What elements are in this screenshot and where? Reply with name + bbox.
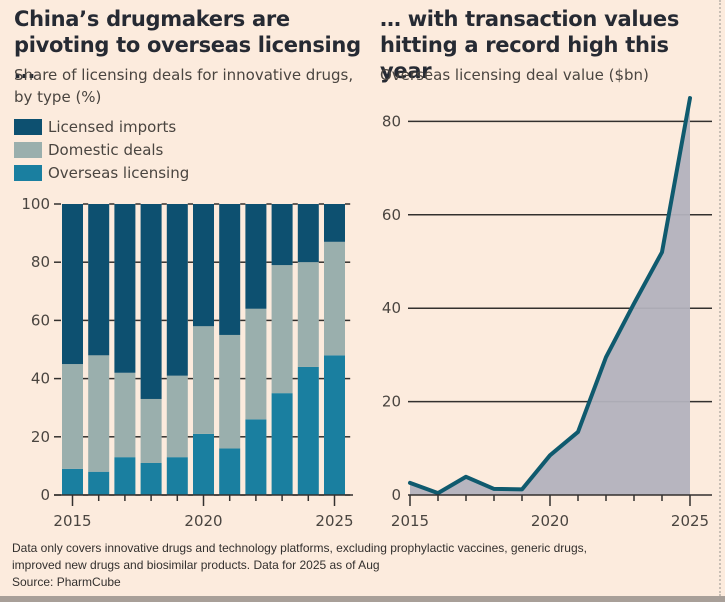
bar-domestic-deals	[245, 308, 267, 420]
line-chart: 0 20 40 60 80 2015 2020 2025	[382, 96, 712, 530]
bar-domestic-deals	[193, 326, 214, 434]
x-tick-label: 2025	[315, 512, 353, 530]
line-chart-subtitle: Overseas licensing deal value ($bn)	[380, 66, 649, 84]
bar-overseas-licensing	[219, 448, 241, 495]
bar-overseas-licensing	[88, 471, 110, 495]
legend-item-domestic-deals: Domestic deals	[14, 138, 189, 161]
bar-domestic-deals	[324, 241, 345, 356]
x-tick-label: 2025	[671, 512, 709, 530]
y-tick-label: 20	[382, 393, 401, 411]
bar-domestic-deals	[140, 398, 162, 463]
legend-label: Domestic deals	[48, 140, 164, 159]
bar-licensed-imports	[219, 204, 241, 335]
y-tick-label: 20	[31, 428, 50, 446]
legend-swatch-overseas-licensing	[14, 164, 42, 181]
legend-item-overseas-licensing: Overseas licensing	[14, 161, 189, 184]
y-tick-label: 40	[382, 299, 401, 317]
y-tick-label: 100	[21, 195, 50, 213]
bar-overseas-licensing	[62, 468, 83, 495]
line-chart-title: … with transaction values hitting a reco…	[380, 7, 680, 83]
x-tick-label: 2015	[391, 512, 429, 530]
footnote-line-2: improved new drugs and biosimilar produc…	[12, 558, 380, 572]
legend-swatch-domestic-deals	[14, 141, 42, 158]
bar-domestic-deals	[62, 364, 83, 469]
bar-chart-subtitle: Share of licensing deals for innovative …	[14, 66, 354, 106]
x-tick-label: 2020	[184, 512, 222, 530]
bar-domestic-deals	[114, 372, 136, 458]
bar-domestic-deals	[271, 265, 293, 394]
bar-licensed-imports	[88, 204, 110, 356]
x-tick-label: 2015	[53, 512, 91, 530]
bar-licensed-imports	[140, 204, 162, 399]
y-tick-label: 80	[31, 253, 50, 271]
bar-chart-legend: Licensed imports Domestic deals Overseas…	[14, 115, 189, 184]
footnote: Data only covers innovative drugs and te…	[12, 540, 722, 591]
footnote-line-1: Data only covers innovative drugs and te…	[12, 541, 587, 555]
legend-label: Overseas licensing	[48, 163, 190, 182]
bar-overseas-licensing	[114, 457, 136, 495]
bar-licensed-imports	[297, 204, 319, 263]
bar-overseas-licensing	[271, 393, 293, 495]
bar-domestic-deals	[219, 334, 241, 449]
bar-licensed-imports	[271, 204, 293, 266]
y-tick-label: 80	[382, 112, 401, 130]
right-border	[719, 0, 721, 596]
bar-overseas-licensing	[297, 366, 319, 495]
source-label: Source: PharmCube	[12, 575, 121, 589]
bar-chart: 0 20 40 60 80 100 2015 2020 2025	[21, 195, 353, 530]
legend-label: Licensed imports	[48, 117, 177, 136]
bar-overseas-licensing	[140, 462, 162, 495]
bar-domestic-deals	[297, 262, 319, 367]
bar-domestic-deals	[166, 375, 188, 458]
bottom-bar	[0, 596, 725, 602]
bar-licensed-imports	[62, 204, 83, 365]
y-tick-label: 60	[31, 311, 50, 329]
legend-item-licensed-imports: Licensed imports	[14, 115, 189, 138]
bar-overseas-licensing	[166, 457, 188, 495]
bar-licensed-imports	[166, 204, 188, 376]
bar-licensed-imports	[245, 204, 267, 309]
x-tick-label: 2020	[531, 512, 569, 530]
y-tick-label: 60	[382, 206, 401, 224]
bar-overseas-licensing	[193, 433, 214, 495]
bar-licensed-imports	[324, 204, 345, 242]
y-tick-label: 0	[391, 486, 401, 504]
y-tick-label: 0	[40, 486, 50, 504]
bar-domestic-deals	[88, 355, 110, 472]
bar-overseas-licensing	[324, 355, 345, 495]
area-fill	[410, 98, 690, 496]
bar-licensed-imports	[193, 204, 214, 327]
bar-licensed-imports	[114, 204, 136, 373]
bar-overseas-licensing	[245, 419, 267, 495]
y-tick-label: 40	[31, 370, 50, 388]
legend-swatch-licensed-imports	[14, 118, 42, 135]
bar-chart-title: China’s drugmakers are pivoting to overs…	[14, 7, 361, 83]
